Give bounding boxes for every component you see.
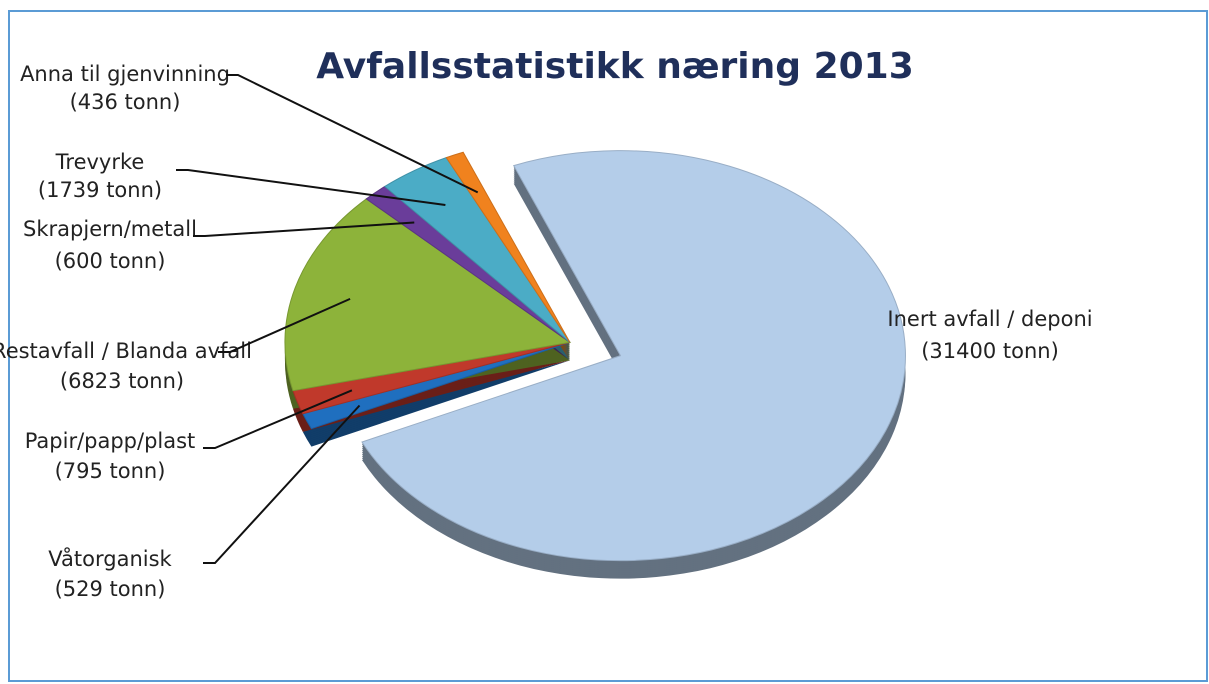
label-category: Trevyrke [55,150,145,174]
leader-line [218,297,351,353]
label-value: (795 tonn) [55,459,166,483]
slice-label: Anna til gjenvinning (436 tonn) [20,62,230,114]
slice-label: Inert avfall / deponi (31400 tonn) [887,307,1092,363]
leader-line [226,74,479,194]
label-category: Anna til gjenvinning [20,62,230,86]
label-value: (6823 tonn) [60,369,184,393]
slice [284,198,572,392]
label-value: (1739 tonn) [38,178,162,202]
label-category: Skrapjern/metall [23,217,197,241]
leader-line [193,221,415,237]
slice-side [292,360,570,432]
slice-label: Skrapjern/metall (600 tonn) [23,217,197,273]
slice-label: Restavfall / Blanda avfall (6823 tonn) [0,339,252,393]
slice-label: Papir/papp/plast (795 tonn) [25,429,196,483]
slice-label: Trevyrke (1739 tonn) [38,150,162,202]
label-category: Inert avfall / deponi [887,307,1092,331]
label-category: Våtorganisk [48,546,172,571]
label-category: Restavfall / Blanda avfall [0,339,252,363]
leader-line [176,169,446,206]
slice [445,151,571,343]
slice-label: Våtorganisk (529 tonn) [48,546,172,601]
label-value: (436 tonn) [70,90,181,114]
chart-title: Avfallsstatistikk næring 2013 [316,46,914,87]
slice [361,150,906,562]
label-category: Papir/papp/plast [25,429,196,453]
leader-line [203,404,361,564]
label-value: (529 tonn) [55,577,166,601]
leader-line [203,389,353,449]
label-value: (600 tonn) [55,249,166,273]
label-value: (31400 tonn) [921,339,1059,363]
